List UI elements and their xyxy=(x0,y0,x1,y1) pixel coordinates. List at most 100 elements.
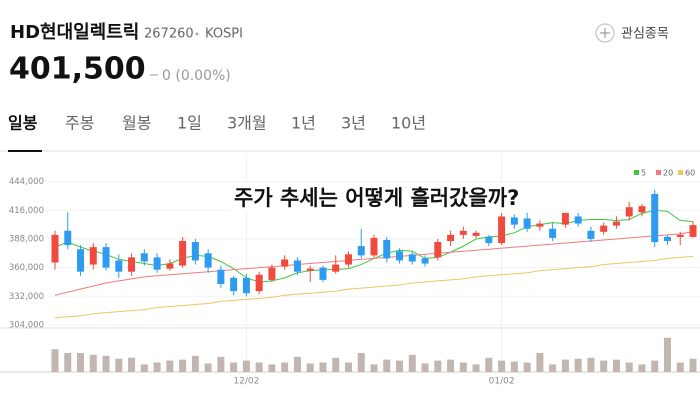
volume-bar xyxy=(344,362,352,372)
tab[interactable]: 3개월 xyxy=(227,114,267,133)
candle-body xyxy=(191,242,199,261)
candle-body xyxy=(472,232,480,236)
volume-bar xyxy=(64,353,72,372)
candle-body xyxy=(498,216,506,244)
volume-bar xyxy=(383,359,391,372)
y-tick-label: 444,000 xyxy=(9,177,44,187)
volume-bar xyxy=(204,363,212,372)
x-tick-label: 12/02 xyxy=(233,377,259,387)
candle-body xyxy=(281,259,289,267)
change: 0 (0.00%) xyxy=(162,68,231,84)
candle-body xyxy=(204,253,212,268)
candle-body xyxy=(319,267,327,280)
volume-bar xyxy=(676,362,684,372)
candle-body xyxy=(689,225,697,237)
ma-line xyxy=(54,255,694,319)
volume-bar xyxy=(115,358,123,372)
tab[interactable]: 3년 xyxy=(341,114,366,133)
candle-body xyxy=(370,237,378,256)
candle-body xyxy=(166,263,174,269)
candle-body xyxy=(459,230,467,235)
ma-line xyxy=(54,231,694,296)
volume-bar xyxy=(549,364,557,372)
candle-body xyxy=(77,249,85,272)
volume-bar xyxy=(498,360,506,372)
volume-bar xyxy=(179,359,187,372)
volume-bar xyxy=(102,355,110,372)
candle-body xyxy=(536,223,544,227)
legend-label: 5 xyxy=(641,169,646,178)
volume-bar xyxy=(625,362,633,372)
candle-body xyxy=(51,234,59,263)
candle-body xyxy=(102,247,110,268)
price: 401,500 xyxy=(9,52,146,87)
volume-bar xyxy=(689,358,697,372)
stock-name: HD현대일렉트릭 xyxy=(10,22,139,43)
dot xyxy=(195,32,199,36)
plus-icon[interactable] xyxy=(595,23,615,43)
candle-body xyxy=(625,207,633,217)
tab[interactable]: 일봉 xyxy=(8,114,38,133)
volume-bar xyxy=(574,358,582,372)
volume-bar xyxy=(638,364,646,372)
volume-bar xyxy=(166,360,174,372)
volume-bar xyxy=(472,364,480,372)
candle-body xyxy=(408,254,416,262)
candle-body xyxy=(89,247,97,265)
volume-bar xyxy=(370,364,378,372)
y-tick-label: 388,000 xyxy=(9,234,44,244)
y-tick-label: 304,000 xyxy=(9,320,44,330)
volume-bar xyxy=(357,353,365,372)
tab[interactable]: 월봉 xyxy=(122,114,151,133)
volume-bar xyxy=(77,353,85,372)
volume-bar xyxy=(600,360,608,372)
volume-bar xyxy=(306,363,314,372)
candle-body xyxy=(485,236,493,244)
volume-bar xyxy=(434,360,442,372)
candle-body xyxy=(638,206,646,213)
y-tick-label: 360,000 xyxy=(9,263,44,273)
candle-body xyxy=(64,230,72,246)
candle-body xyxy=(587,230,595,239)
legend-swatch xyxy=(678,170,683,175)
candle-body xyxy=(434,242,442,258)
candle-body xyxy=(115,260,123,272)
candle-body xyxy=(293,260,301,272)
candle-body xyxy=(523,218,531,229)
volume-bar xyxy=(140,364,148,372)
legend-swatch xyxy=(656,170,661,175)
candle-body xyxy=(421,258,429,264)
volume-bar xyxy=(536,353,544,372)
candle-body xyxy=(574,216,582,224)
y-tick-label: 332,000 xyxy=(9,292,44,302)
volume-bar xyxy=(268,364,276,372)
candle-body xyxy=(663,236,671,241)
volume-bar xyxy=(293,356,301,372)
volume-bar xyxy=(510,361,518,372)
y-tick-label: 416,000 xyxy=(9,206,44,216)
candle-body xyxy=(344,254,352,265)
tabs: 일봉 주봉 월봉 1일 3개월 1년 3년 10년 xyxy=(8,114,426,133)
plus xyxy=(600,28,610,38)
volume-bar xyxy=(447,359,455,372)
watch-button[interactable]: 관심종목 xyxy=(621,27,669,42)
overlay-title: 주가 추세는 어떻게 흘러갔을까? xyxy=(234,186,519,210)
overlay-bg xyxy=(230,183,598,213)
candle-body xyxy=(268,267,276,280)
volume-bar xyxy=(587,357,595,372)
volume-bar xyxy=(89,354,97,372)
volume-bar xyxy=(191,355,199,372)
tab[interactable]: 주봉 xyxy=(65,114,94,133)
tab[interactable]: 1년 xyxy=(291,114,316,133)
candle-body xyxy=(332,264,340,272)
tab[interactable]: 10년 xyxy=(391,114,426,133)
volume-bar xyxy=(485,357,493,372)
candle-body xyxy=(612,221,620,226)
candle-body xyxy=(561,210,569,225)
x-tick-label: 01/02 xyxy=(489,377,515,387)
volume-bar xyxy=(51,349,59,372)
stock-code: 267260 xyxy=(144,27,194,42)
candle-body xyxy=(510,217,518,225)
volume-bar xyxy=(128,357,136,372)
tab[interactable]: 1일 xyxy=(177,114,202,133)
